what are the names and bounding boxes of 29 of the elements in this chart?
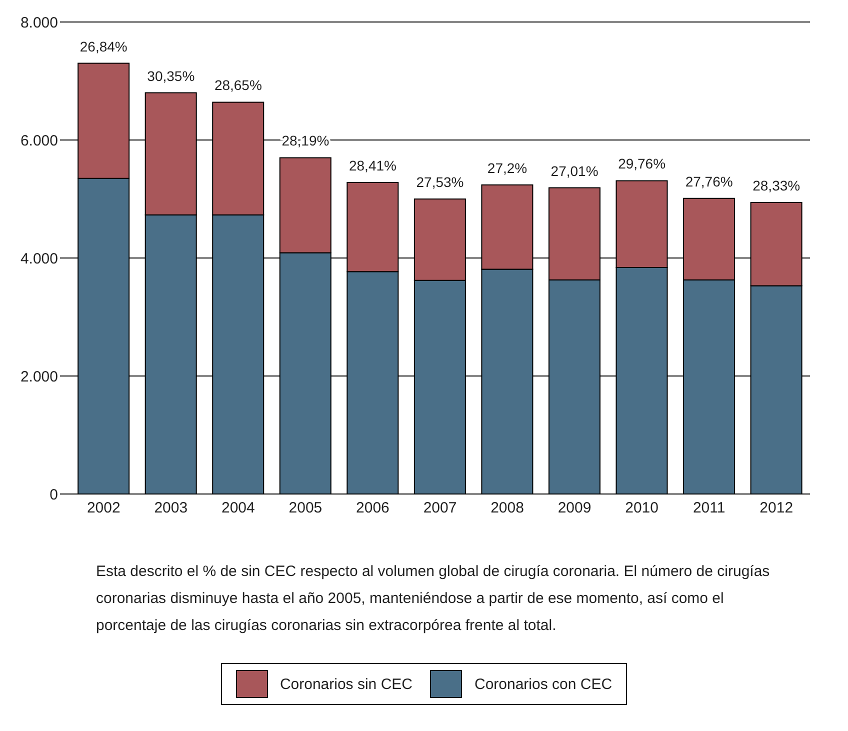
annotation: 28,41% bbox=[348, 157, 396, 174]
x-tick-label: 2007 bbox=[423, 500, 457, 517]
x-tick-label: 2008 bbox=[490, 500, 524, 517]
legend-label: Coronarios sin CEC bbox=[280, 676, 412, 692]
annotation: 27,01% bbox=[550, 162, 598, 179]
y-tick-label: 2.000 bbox=[20, 368, 58, 386]
annotation: 26,84% bbox=[80, 38, 128, 54]
annotation: 27,76% bbox=[685, 173, 733, 190]
annotation: 27,2% bbox=[487, 160, 528, 176]
x-tick-label: 2006 bbox=[356, 500, 390, 517]
x-tick-label: 2004 bbox=[221, 500, 255, 517]
annotation: 28,33% bbox=[752, 178, 800, 194]
y-tick-label: 0 bbox=[50, 486, 58, 504]
x-tick-label: 2011 bbox=[692, 500, 726, 517]
x-tick-label: 2012 bbox=[760, 500, 794, 517]
x-tick-label: 2009 bbox=[558, 500, 592, 517]
annotation: 29,76% bbox=[618, 156, 666, 172]
annotation: 27,53% bbox=[416, 174, 464, 190]
x-tick-label: 2002 bbox=[86, 500, 120, 517]
x-tick-label: 2003 bbox=[154, 500, 188, 517]
x-tick-label: 2010 bbox=[625, 500, 659, 517]
y-tick-label: 6.000 bbox=[20, 132, 58, 150]
legend-label: Coronarios con CEC bbox=[474, 676, 612, 692]
text: Esta descrito el % de sin CEC respecto al volumen global de cirugía coronaria. El número de cirugías coronarias disminuye hasta el año 2005, manteniéndose a partir de ese momento, así como el porcentaje de las cirugías coronarias sin extracorpórea frente al total. bbox=[96, 562, 771, 636]
annotation: 30,35% bbox=[147, 68, 195, 84]
annotation: 28,65% bbox=[214, 77, 262, 94]
x-tick-label: 2005 bbox=[288, 500, 322, 517]
y-tick-label: 4.000 bbox=[20, 250, 58, 268]
y-tick-label: 8.000 bbox=[20, 14, 58, 32]
